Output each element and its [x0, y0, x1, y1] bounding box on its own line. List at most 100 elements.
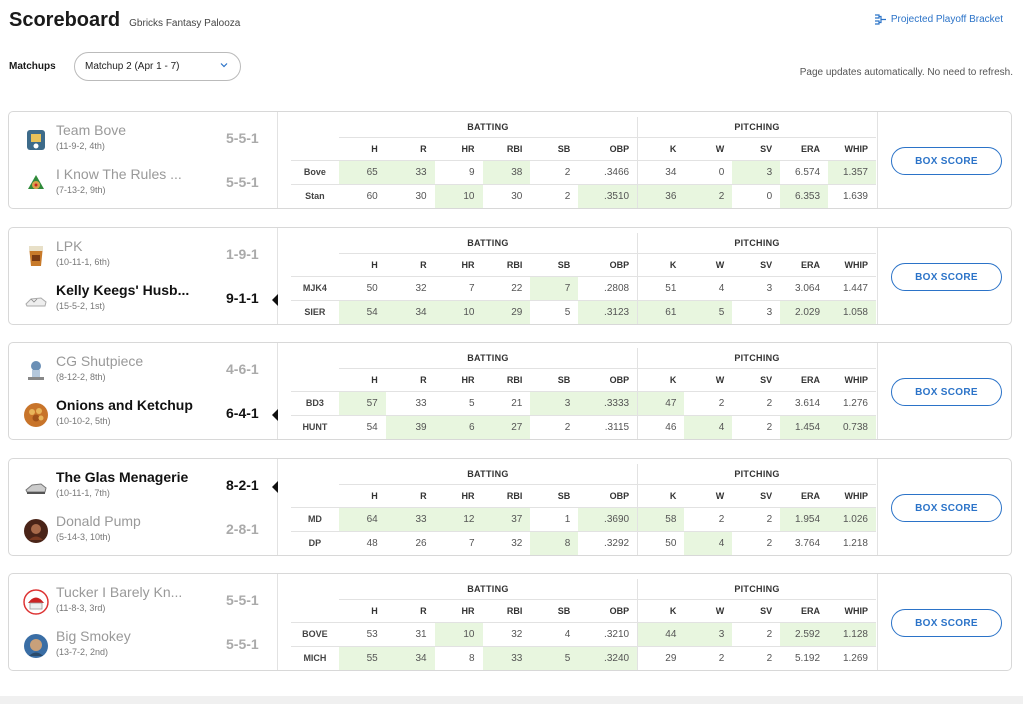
team-abbreviation: BOVE — [291, 621, 339, 646]
stat-cell: 48 — [338, 530, 386, 555]
stat-cell: 50 — [637, 530, 685, 555]
team-record: (13-7-2, 2nd) — [56, 647, 109, 657]
stat-cell: 1.269 — [828, 645, 876, 670]
stat-cell: 0 — [684, 159, 733, 184]
team-category-score: 1-9-1 — [226, 246, 259, 262]
stat-cell: 0 — [732, 183, 781, 208]
stat-column-header: R — [385, 367, 435, 391]
team-category-score: 5-5-1 — [226, 130, 259, 146]
stat-column-header: K — [637, 252, 685, 276]
batting-header: BATTING — [467, 468, 509, 479]
stat-cell: 39 — [385, 414, 435, 439]
team-row[interactable]: Kelly Keegs' Husb... (15-5-2, 1st) 9-1-1 — [9, 278, 278, 322]
playoff-bracket-link[interactable]: Projected Playoff Bracket — [874, 14, 1003, 25]
team-name[interactable]: Donald Pump — [56, 513, 141, 529]
team-row[interactable]: CG Shutpiece (8-12-2, 8th) 4-6-1 — [9, 349, 278, 393]
stat-cell: 5 — [530, 299, 579, 324]
stat-cell: 46 — [637, 414, 685, 439]
table-row: Bove 65 33 9 38 2.3466 34 0 3 6.574 1.357 — [291, 159, 876, 184]
team-name[interactable]: Big Smokey — [56, 628, 131, 644]
pitching-header: PITCHING — [637, 579, 876, 599]
team-category-score: 4-6-1 — [226, 361, 259, 377]
team-row[interactable]: Onions and Ketchup (10-10-2, 5th) 6-4-1 — [9, 393, 278, 437]
box-score-button[interactable]: BOX SCORE — [891, 494, 1002, 522]
batting-header: BATTING — [467, 237, 509, 248]
team-row[interactable]: Tucker I Barely Kn... (11-8-3, 3rd) 5-5-1 — [9, 580, 278, 624]
stat-cell: .2808 — [578, 275, 638, 300]
team-name[interactable]: Onions and Ketchup — [56, 397, 193, 413]
stat-cell: 57 — [338, 390, 386, 415]
team-row[interactable]: Donald Pump (5-14-3, 10th) 2-8-1 — [9, 509, 278, 553]
stat-cell: 2 — [530, 183, 579, 208]
stat-column-header: WHIP — [828, 483, 876, 507]
stat-cell: 5.192 — [780, 645, 829, 670]
stat-column-header: HR — [434, 367, 483, 391]
box-score-button[interactable]: BOX SCORE — [891, 378, 1002, 406]
onions-logo — [24, 403, 48, 427]
box-score-button[interactable]: BOX SCORE — [891, 263, 1002, 291]
stat-column-header: WHIP — [828, 598, 876, 622]
stats-table: BATTING PITCHING H R HR RBI SB OBP K W SV ERA WHIP BO… — [291, 579, 876, 670]
pump-logo — [24, 519, 48, 543]
team-name[interactable]: Team Bove — [56, 122, 127, 138]
team-abbreviation: DP — [291, 530, 339, 555]
table-row: BD3 57 33 5 21 3.3333 47 2 2 3.614 1.276 — [291, 390, 876, 415]
box-score-button[interactable]: BOX SCORE — [891, 147, 1002, 175]
stat-cell: 34 — [637, 159, 685, 184]
stat-cell: 7 — [434, 530, 483, 555]
table-row: SIER 54 34 10 29 5.3123 61 5 3 2.029 1.058 — [291, 299, 876, 324]
stat-cell: .3240 — [578, 645, 638, 670]
team-name[interactable]: Kelly Keegs' Husb... — [56, 282, 190, 298]
stat-column-header: OBP — [578, 136, 638, 160]
box-score-button[interactable]: BOX SCORE — [891, 609, 1002, 637]
stat-column-header: SV — [732, 136, 781, 160]
stat-cell: 5 — [530, 645, 579, 670]
stat-cell: 47 — [637, 390, 685, 415]
stat-cell: .3115 — [578, 414, 638, 439]
team-name[interactable]: LPK — [56, 238, 83, 254]
stat-cell: .3292 — [578, 530, 638, 555]
team-name[interactable]: Tucker I Barely Kn... — [56, 584, 183, 600]
stat-column-header: SB — [530, 252, 579, 276]
team-row[interactable]: Big Smokey (13-7-2, 2nd) 5-5-1 — [9, 624, 278, 668]
matchup-teams: LPK (10-11-1, 6th) 1-9-1 Kelly Keegs' Husb.… — [9, 228, 278, 324]
league-name: Gbricks Fantasy Palooza — [129, 18, 241, 29]
bracket-link-label: Projected Playoff Bracket — [890, 14, 1003, 25]
team-record: (5-14-3, 10th) — [56, 532, 111, 542]
team-row[interactable]: I Know The Rules ... (7-13-2, 9th) 5-5-1 — [9, 162, 278, 206]
stat-cell: 10 — [434, 183, 483, 208]
stat-cell: 1.276 — [828, 390, 876, 415]
batting-header: BATTING — [467, 352, 509, 363]
shutpiece-logo — [28, 361, 44, 380]
stat-cell: 4 — [530, 621, 579, 646]
pitching-header: PITCHING — [637, 464, 876, 484]
team-category-score: 5-5-1 — [226, 592, 259, 608]
team-row[interactable]: Team Bove (11-9-2, 4th) 5-5-1 — [9, 118, 278, 162]
stat-cell: 33 — [482, 645, 531, 670]
matchup-select[interactable]: Matchup 2 (Apr 1 - 7) — [74, 52, 241, 81]
stat-column-header: SB — [530, 598, 579, 622]
stat-cell: 3 — [530, 390, 579, 415]
pitching-header: PITCHING — [637, 348, 876, 368]
team-row[interactable]: LPK (10-11-1, 6th) 1-9-1 — [9, 234, 278, 278]
lpk-logo — [29, 246, 43, 266]
stat-cell: 0.738 — [828, 414, 876, 439]
stat-cell: 2 — [732, 530, 781, 555]
stats-table: BATTING PITCHING H R HR RBI SB OBP K W SV ERA WHIP MJ… — [291, 233, 876, 324]
stat-column-header: ERA — [780, 367, 829, 391]
team-name[interactable]: CG Shutpiece — [56, 353, 144, 369]
team-row[interactable]: The Glas Menagerie (10-11-1, 7th) 8-2-1 — [9, 465, 278, 509]
stat-column-header: H — [338, 598, 386, 622]
stat-cell: 8 — [434, 645, 483, 670]
stat-cell: 2 — [530, 414, 579, 439]
stat-column-header: SV — [732, 483, 781, 507]
team-abbreviation: MD — [291, 506, 339, 531]
stat-cell: 7 — [530, 275, 579, 300]
team-name[interactable]: The Glas Menagerie — [56, 469, 189, 485]
stat-cell: 34 — [385, 299, 435, 324]
stat-cell: 3 — [732, 275, 781, 300]
stat-cell: 44 — [637, 621, 685, 646]
stat-cell: 2 — [684, 183, 733, 208]
team-name[interactable]: I Know The Rules ... — [56, 166, 182, 182]
stat-cell: 2 — [732, 506, 781, 531]
